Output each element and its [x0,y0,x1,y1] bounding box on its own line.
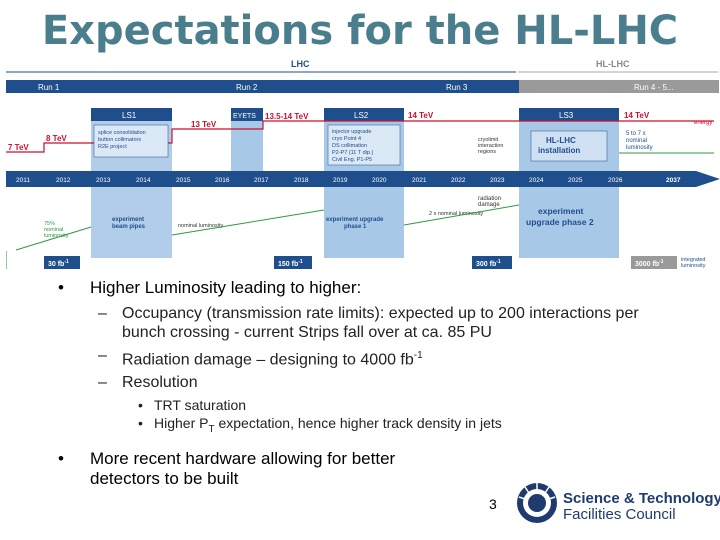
run-3-label: Run 3 [446,83,468,92]
svg-text:2014: 2014 [136,177,151,184]
era-hllhc-label: HL-LHC [596,59,630,69]
svg-text:2025: 2025 [568,177,583,184]
ls2-label: LS2 [354,111,369,120]
page-number: 3 [489,496,497,512]
svg-text:2023: 2023 [490,177,505,184]
energy-14tev-run3: 14 TeV [408,111,434,120]
svg-text:2022: 2022 [451,177,466,184]
slide-title: Expectations for the HL-LHC [41,8,679,54]
ls1-label: LS1 [122,111,137,120]
svg-text:2016: 2016 [215,177,230,184]
lumi-3000: 3000 fb-1 [635,259,664,268]
svg-text:2026: 2026 [608,177,623,184]
stfc-emblem-icon [517,483,557,523]
svg-text:2015: 2015 [176,177,191,184]
subsub-bullet-trt: • TRT saturation [138,397,247,414]
energy-7tev: 7 TeV [8,143,29,152]
cryolimit-note: cryolimit interaction regions [478,137,503,155]
ls2-experiment-note: experiment upgrade phase 1 [326,217,384,230]
energy-14tev-hl: 14 TeV [624,111,650,120]
radiation-damage-note: radiation damage [478,196,501,208]
bullet-luminosity: • Higher Luminosity leading to higher: [58,278,362,297]
pct-lumi-note: 75% nominal luminosity [44,221,69,239]
energy-8tev: 8 TeV [46,134,67,143]
ls2-work-box: injector upgrade cryo Point 4 DS collimati… [332,129,373,163]
ls3-label: LS3 [559,111,574,120]
year-axis: 2011 2012 2013 2014 2015 2016 2017 2018 … [16,177,681,184]
sub-bullet-radiation: – Radiation damage – designing to 4000 fb… [98,347,423,369]
lumi-150: 150 fb-1 [278,259,303,268]
svg-text:2011: 2011 [16,177,30,184]
lumi-30: 30 fb-1 [48,259,69,268]
svg-text:2018: 2018 [294,177,309,184]
svg-text:2024: 2024 [529,177,544,184]
era-lhc-label: LHC [291,59,310,69]
ls3-experiment-note: experiment upgrade phase 2 [526,206,594,227]
svg-text:2019: 2019 [333,177,348,184]
subsub-bullet-pt: • Higher PT expectation, hence higher tra… [138,415,502,436]
stfc-name-line1: Science & Technology [563,490,720,507]
svg-text:2037: 2037 [666,177,681,184]
ls1-experiment-note: experiment beam pipes [112,217,146,230]
nominal-lumi-note: nominal luminosity [178,223,223,229]
energy-13-5tev: 13.5-14 TeV [265,112,309,121]
stfc-logo: Science & Technology Facilities Council [515,478,720,528]
stfc-name-line2: Facilities Council [563,506,676,523]
twice-nominal-note: 2 x nominal luminosity [429,211,483,217]
integrated-lumi-label: integrated luminosity [681,257,706,269]
svg-text:2021: 2021 [412,177,427,184]
bullet-hardware: • More recent hardware allowing for bette… [58,449,396,489]
bullet-list: • Higher Luminosity leading to higher: – O… [58,278,678,495]
lumi-increase-note: 5 to 7 x nominal luminosity [626,131,653,151]
svg-text:2013: 2013 [96,177,111,184]
sub-bullet-occupancy: – Occupancy (transmission rate limits): e… [98,305,639,341]
lhc-schedule-diagram: LHC HL-LHC Run 1 Run 2 Run 3 Run 4 - 5..… [6,59,720,269]
ls1-work-box: splice consolidation button collimators R2… [98,130,146,150]
run-1-label: Run 1 [38,83,60,92]
lumi-300: 300 fb-1 [476,259,501,268]
run-2-label: Run 2 [236,83,258,92]
sub-bullet-resolution: – Resolution [98,374,198,392]
energy-axis-label: energy [694,120,712,126]
run-4-label: Run 4 - 5... [634,83,674,92]
svg-text:2017: 2017 [254,177,269,184]
hllhc-installation-box: HL-LHC installation [538,136,580,155]
svg-text:2020: 2020 [372,177,387,184]
energy-13tev: 13 TeV [191,120,217,129]
eyets-label: EYETS [233,113,256,120]
svg-text:2012: 2012 [56,177,71,184]
